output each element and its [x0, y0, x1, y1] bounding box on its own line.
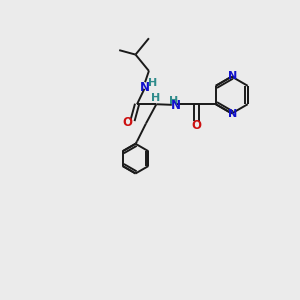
Text: H: H: [151, 93, 160, 103]
Text: N: N: [228, 71, 237, 81]
Text: N: N: [171, 99, 181, 112]
Text: O: O: [122, 116, 132, 130]
Text: O: O: [191, 119, 201, 132]
Text: H: H: [169, 96, 178, 106]
Text: N: N: [228, 109, 237, 119]
Text: H: H: [148, 78, 157, 88]
Text: N: N: [140, 81, 150, 94]
